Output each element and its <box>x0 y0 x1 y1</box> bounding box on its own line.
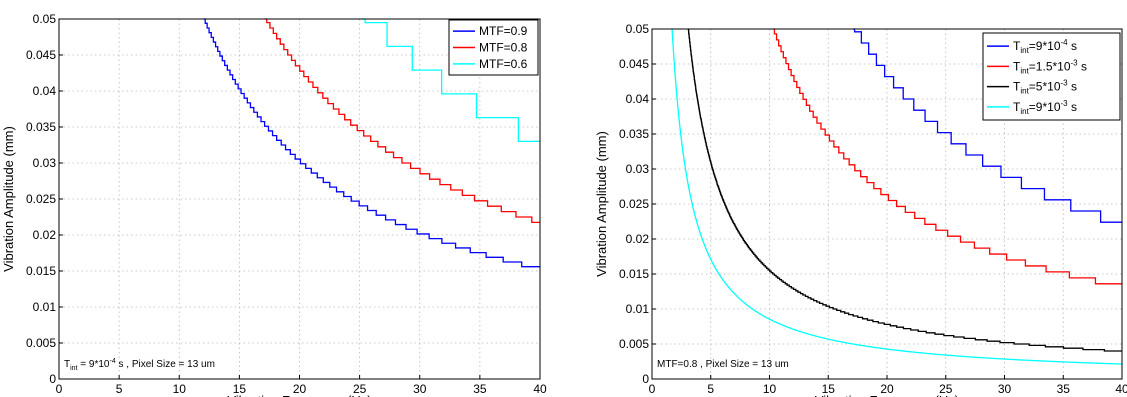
series-line-3 <box>687 28 1122 352</box>
x-tick-label: 40 <box>533 382 547 396</box>
legend: MTF=0.9 MTF=0.8 MTF=0.6 <box>448 19 539 76</box>
y-tick-label: 0.035 <box>619 127 649 141</box>
legend-entry-3: Tint=5*10-3 s <box>1013 79 1077 96</box>
x-tick-label: 40 <box>1115 382 1127 396</box>
series-line-1 <box>852 28 1122 223</box>
legend-entry-1: MTF=0.9 <box>479 24 528 38</box>
y-tick-label: 0.04 <box>626 92 650 106</box>
y-tick-label: 0.045 <box>619 57 649 71</box>
series-line-1 <box>203 18 540 268</box>
y-tick-label: 0.05 <box>33 12 57 26</box>
series-line-2 <box>264 18 540 224</box>
x-tick-label: 5 <box>707 382 714 396</box>
legend-entry-2: Tint=1.5*10-3 s <box>1013 58 1087 75</box>
series-line-3 <box>362 18 540 143</box>
x-tick-label: 0 <box>649 382 656 396</box>
x-tick-label: 25 <box>353 382 367 396</box>
legend-entry-2: MTF=0.8 <box>479 41 528 55</box>
x-tick-label: 20 <box>880 382 894 396</box>
chart-panel-2: 0 5 10 15 20 25 30 35 40 0 0.005 0.01 0.015 0.02 0.025… <box>594 22 1127 397</box>
y-tick-label: 0.045 <box>26 48 56 62</box>
y-tick-label: 0.05 <box>626 22 650 36</box>
plot-annotation: MTF=0.8 , Pixel Size = 13 um <box>657 359 789 370</box>
legend: Tint=9*10-4 s Tint=1.5*10-3 s Tint=5*10-3 … <box>982 32 1121 121</box>
chart-panel-1: 0 5 10 15 20 25 30 35 40 0 0.005 0.01 0.015 0.02 0.025… <box>1 12 547 397</box>
y-tick-label: 0.015 <box>26 264 56 278</box>
y-tick-label: 0.02 <box>626 232 650 246</box>
series-line-4 <box>671 28 1123 365</box>
x-tick-label: 0 <box>56 382 63 396</box>
y-tick-label: 0 <box>642 372 649 386</box>
y-tick-label: 0 <box>49 372 56 386</box>
y-tick-label: 0.025 <box>26 192 56 206</box>
y-tick-label: 0.02 <box>33 228 57 242</box>
y-tick-label: 0.03 <box>33 156 57 170</box>
plot-annotation: Tint = 9*10-4 s , Pixel Size = 13 um <box>64 358 215 372</box>
legend-entry-3: MTF=0.6 <box>479 57 528 71</box>
x-tick-label: 20 <box>293 382 307 396</box>
x-tick-label: 10 <box>173 382 187 396</box>
y-tick-label: 0.005 <box>619 337 649 351</box>
x-axis-label: Vibration Frequency (Hz) <box>815 393 959 397</box>
y-tick-label: 0.01 <box>33 300 57 314</box>
legend-entry-1: Tint=9*10-4 s <box>1013 38 1077 55</box>
x-tick-label: 35 <box>473 382 487 396</box>
x-tick-label: 30 <box>413 382 427 396</box>
x-tick-label: 15 <box>822 382 836 396</box>
y-tick-label: 0.025 <box>619 197 649 211</box>
y-tick-label: 0.03 <box>626 162 650 176</box>
y-tick-label: 0.035 <box>26 120 56 134</box>
x-tick-label: 15 <box>233 382 247 396</box>
y-tick-label: 0.005 <box>26 336 56 350</box>
x-tick-label: 25 <box>939 382 953 396</box>
x-tick-label: 5 <box>116 382 123 396</box>
x-tick-label: 10 <box>763 382 777 396</box>
legend-box <box>448 19 539 76</box>
series-line-2 <box>772 28 1122 285</box>
y-axis-label: Vibration Amplitude (mm) <box>1 126 16 272</box>
legend-entry-4: Tint=9*10-3 s <box>1013 99 1077 116</box>
x-axis-label: Vibration Frequency (Hz) <box>227 393 371 397</box>
y-tick-label: 0.015 <box>619 267 649 281</box>
y-axis-label: Vibration Amplitude (mm) <box>594 131 609 277</box>
y-tick-label: 0.01 <box>626 302 650 316</box>
x-tick-label: 35 <box>1057 382 1071 396</box>
y-tick-label: 0.04 <box>33 84 57 98</box>
legend-box <box>982 32 1121 121</box>
x-tick-label: 30 <box>998 382 1012 396</box>
